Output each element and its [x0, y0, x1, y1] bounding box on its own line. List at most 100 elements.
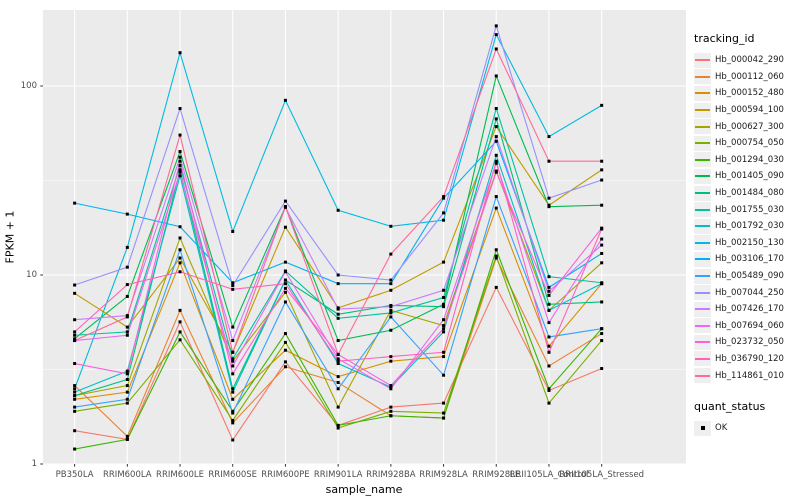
data-point [336, 208, 340, 212]
data-point [494, 248, 498, 252]
data-point [125, 397, 129, 401]
data-point [231, 281, 235, 285]
data-point [336, 307, 340, 311]
data-point [600, 103, 604, 107]
data-point [231, 359, 235, 363]
legend-item: Hb_001294_030 [694, 152, 798, 169]
data-point [178, 51, 182, 55]
data-point [73, 390, 77, 394]
data-point [494, 24, 498, 28]
data-point [231, 229, 235, 233]
data-point [231, 409, 235, 413]
x-tick-label: RRIM600LE [156, 470, 205, 480]
legend-items: Hb_000042_290 Hb_000112_060 Hb_000152_480 H… [694, 52, 798, 384]
legend-swatch-line [695, 192, 710, 195]
data-point [336, 362, 340, 366]
legend-key-icon [694, 318, 711, 334]
data-point [442, 318, 446, 322]
legend-key-icon [694, 52, 711, 68]
data-point [178, 133, 182, 137]
data-point [494, 161, 498, 165]
quant-status-legend: quant_status OK [694, 400, 798, 437]
data-point [231, 357, 235, 361]
data-point [73, 409, 77, 413]
data-point [336, 316, 340, 320]
data-point [494, 47, 498, 51]
legend-swatch-line [695, 109, 710, 112]
legend-key-icon [694, 334, 711, 350]
legend-item: Hb_001484_080 [694, 185, 798, 202]
data-point [442, 401, 446, 405]
data-point [600, 367, 604, 371]
legend-swatch-line [695, 291, 710, 294]
legend-swatch-line [695, 225, 710, 228]
data-point [547, 285, 551, 289]
data-point [178, 159, 182, 163]
data-point [178, 261, 182, 265]
data-point [283, 225, 287, 229]
data-point [600, 159, 604, 163]
quant-legend-items: OK [694, 420, 798, 437]
data-point [73, 330, 77, 334]
data-point [442, 327, 446, 331]
legend-item-label: Hb_000627_300 [715, 121, 784, 132]
data-point [494, 117, 498, 121]
legend-key-icon [694, 119, 711, 135]
data-point [336, 380, 340, 384]
legend-swatch-line [695, 357, 710, 360]
legend-item-label: Hb_001755_030 [715, 204, 784, 215]
data-point [283, 340, 287, 344]
legend-key-icon [694, 301, 711, 317]
data-point [547, 302, 551, 306]
x-tick-label: RRII105LA_Stressed [559, 470, 645, 480]
data-point [231, 372, 235, 376]
legend-item-label: Hb_001792_030 [715, 221, 784, 232]
legend-item: Hb_002150_130 [694, 235, 798, 252]
data-point [125, 384, 129, 388]
legend-item: Hb_000112_060 [694, 69, 798, 86]
data-point [178, 155, 182, 159]
data-point [547, 308, 551, 312]
data-point [494, 254, 498, 258]
legend-key-icon [694, 268, 711, 284]
legend-item-label: Hb_007044_250 [715, 287, 784, 298]
data-point [442, 373, 446, 377]
data-point [73, 333, 77, 337]
data-point [442, 195, 446, 199]
legend-item-label: Hb_000112_060 [715, 71, 784, 82]
data-point [494, 206, 498, 210]
data-point [178, 168, 182, 172]
data-point [336, 387, 340, 391]
data-point [283, 98, 287, 102]
quant-legend-item: OK [694, 420, 798, 437]
data-point [231, 283, 235, 287]
data-point [73, 339, 77, 343]
x-tick-label: RRIM600SE [208, 470, 258, 480]
legend-item-label: Hb_001294_030 [715, 154, 784, 165]
data-point [73, 447, 77, 451]
data-point [178, 225, 182, 229]
legend-item-label: Hb_007426_170 [715, 304, 784, 315]
legend-item: Hb_007044_250 [694, 284, 798, 301]
legend-swatch-line [695, 125, 710, 128]
data-point [442, 218, 446, 222]
data-point [494, 33, 498, 37]
legend-item-label: Hb_000042_290 [715, 55, 784, 66]
data-point [494, 256, 498, 260]
legend-swatch-line [695, 241, 710, 244]
data-point [283, 282, 287, 286]
legend-title-quant-status: quant_status [694, 399, 766, 413]
data-point [125, 401, 129, 405]
data-point [73, 387, 77, 391]
data-point [283, 360, 287, 364]
legend: tracking_id Hb_000042_290 Hb_000112_060 Hb… [694, 32, 798, 436]
legend-item: Hb_000152_480 [694, 85, 798, 102]
quant-legend-label: OK [715, 423, 728, 434]
data-point [231, 397, 235, 401]
data-point [125, 265, 129, 269]
data-point [494, 170, 498, 174]
legend-item-label: Hb_114861_010 [715, 370, 784, 381]
data-point [125, 333, 129, 337]
data-point [178, 248, 182, 252]
data-point [125, 315, 129, 319]
